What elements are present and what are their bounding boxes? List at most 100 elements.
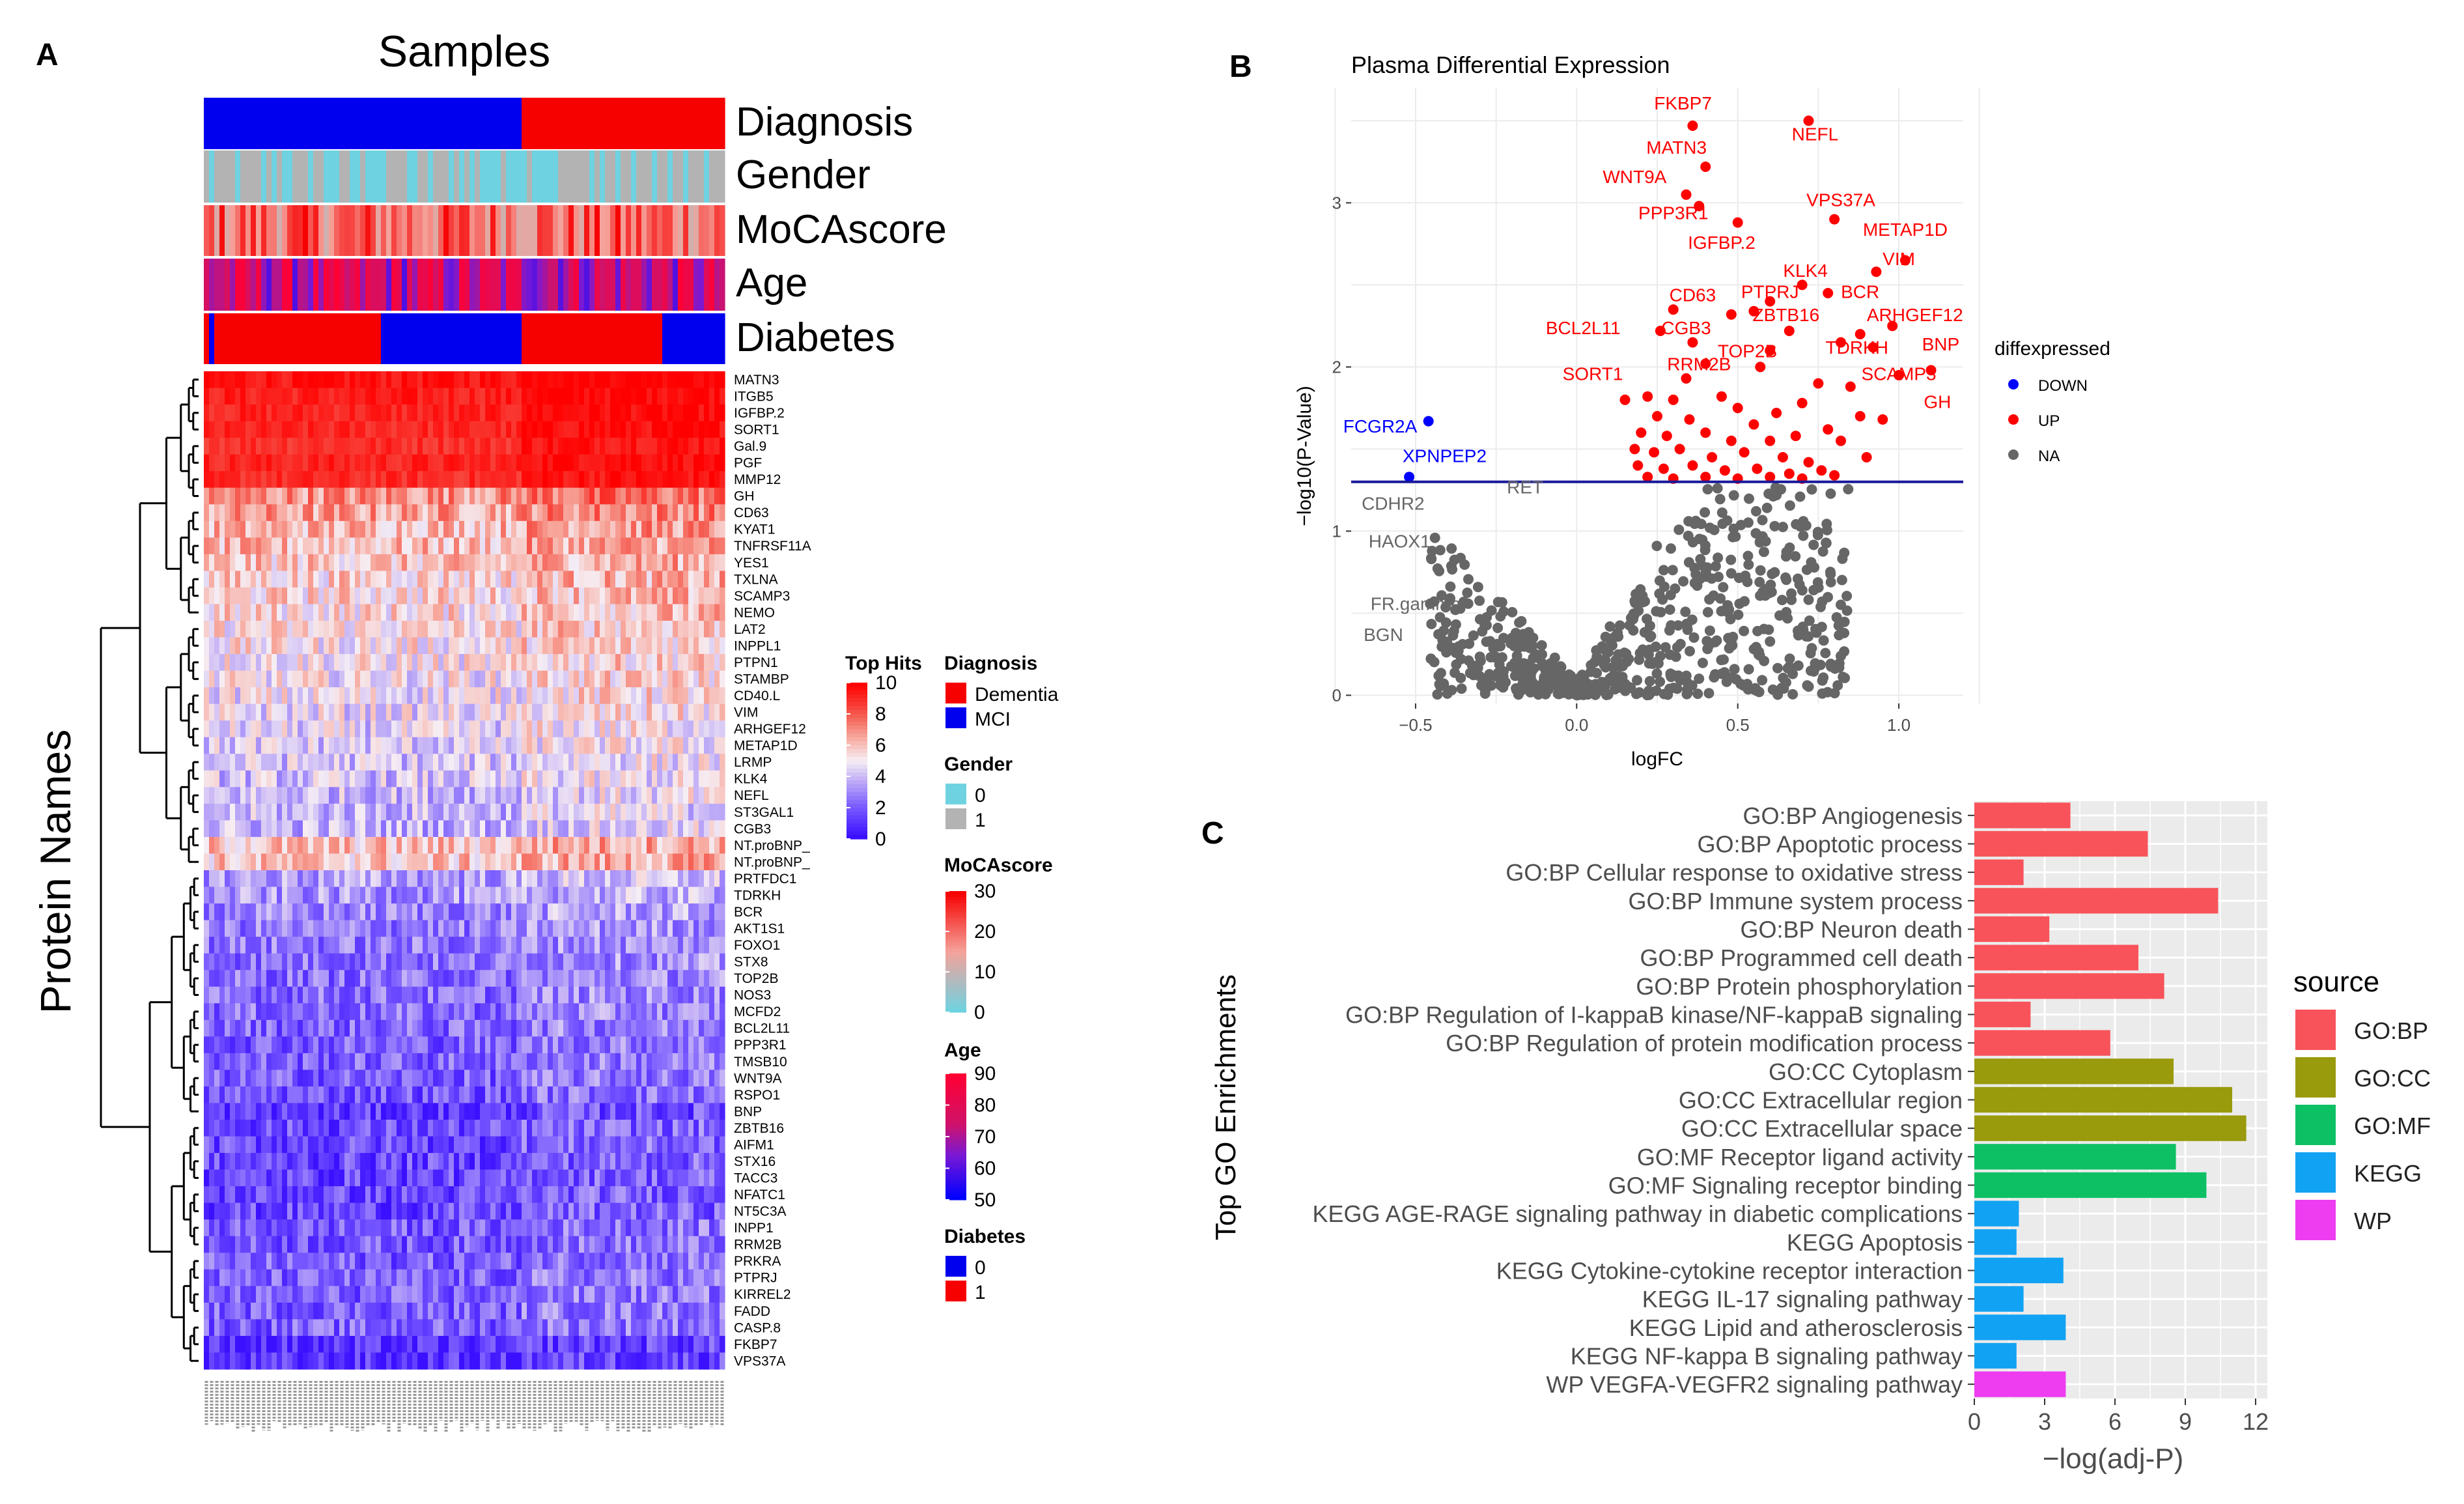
heatmap-cell [261,803,267,821]
heatmap-cell [673,737,679,754]
heatmap-cell [282,737,288,754]
heatmap-cell [397,720,402,738]
heatmap-cell [553,920,559,937]
heatmap-cell [714,454,720,472]
heatmap-cell [527,621,533,638]
heatmap-cell [574,587,580,605]
heatmap-cell [360,937,366,954]
heatmap-cell [511,970,517,987]
heatmap-cell [449,621,455,638]
heatmap-cell [704,754,710,771]
heatmap-cell [506,703,512,721]
heatmap-cell [558,970,564,987]
heatmap-cell [318,654,324,672]
heatmap-cell [266,754,272,771]
heatmap-cell [204,537,210,555]
heatmap-cell [615,504,621,522]
heatmap-cell [417,803,423,821]
heatmap-cell [605,487,611,505]
heatmap-cell [506,1036,512,1054]
heatmap-cell [204,554,210,571]
heatmap-cell [386,487,392,505]
heatmap-cell [704,487,710,505]
heatmap-cell [610,388,616,405]
heatmap-cell [537,404,543,422]
heatmap-cell [574,754,580,771]
heatmap-cell [344,720,350,738]
heatmap-cell [636,471,642,489]
heatmap-cell [214,621,220,638]
heatmap-cell [308,836,314,855]
heatmap-cell [329,571,335,588]
heatmap-cell [542,404,548,422]
annotation-cell [329,98,335,149]
heatmap-cell [683,986,689,1004]
heatmap-cell [240,836,246,855]
heatmap-cell [407,887,413,904]
heatmap-cell [621,903,626,921]
heatmap-cell [365,670,371,688]
heatmap-cell [318,970,324,987]
annotation-cell [631,313,637,364]
heatmap-cell [621,587,626,605]
heatmap-cell [423,703,428,721]
annotation-cell [272,205,277,256]
heatmap-cell [381,687,387,705]
heatmap-cell [657,1053,663,1070]
heatmap-cell [412,670,418,688]
heatmap-cell [230,654,236,672]
heatmap-cell [324,937,329,954]
annotation-cell [334,313,340,364]
heatmap-cell [350,986,356,1004]
heatmap-cell [277,836,283,855]
heatmap-cell [600,1053,606,1070]
heatmap-cell [454,371,460,389]
annotation-cell [365,259,371,311]
heatmap-cell [673,621,679,638]
heatmap-cell [548,471,553,489]
heatmap-cell [469,554,475,571]
heatmap-cell [600,754,606,771]
heatmap-cell [334,836,340,855]
heatmap-cell [714,487,720,505]
heatmap-cell [449,388,455,405]
heatmap-cell [261,953,267,971]
heatmap-cell [355,703,361,721]
heatmap-cell [615,670,621,688]
heatmap-cell [662,1070,668,1087]
heatmap-cell [693,487,699,505]
heatmap-cell [574,737,580,754]
heatmap-cell [589,1053,595,1070]
heatmap-cell [714,803,720,821]
annotation-cell [428,98,434,149]
heatmap-cell [272,404,277,422]
heatmap-cell [522,404,527,422]
heatmap-cell [303,1036,309,1054]
heatmap-cell [501,770,507,787]
heatmap-cell [714,371,720,389]
heatmap-cell [277,388,283,405]
heatmap-cell [615,1036,621,1054]
heatmap-cell [204,454,210,472]
heatmap-cell [615,487,621,505]
heatmap-cell [412,438,418,455]
heatmap-cell [298,637,303,655]
heatmap-cell [558,737,564,754]
heatmap-cell [397,654,402,672]
heatmap-cell [459,803,465,821]
heatmap-cell [501,1003,507,1021]
heatmap-cell [527,920,533,937]
heatmap-cell [261,703,267,721]
heatmap-cell [235,404,241,422]
heatmap-cell [360,703,366,721]
annotation-cell [214,150,220,203]
heatmap-cell [542,770,548,787]
heatmap-cell [522,737,527,754]
heatmap-cell [266,720,272,738]
heatmap-cell [568,1019,574,1037]
heatmap-cell [449,1053,455,1070]
heatmap-cell [443,670,449,688]
heatmap-cell [402,937,408,954]
heatmap-cell [485,1036,491,1054]
heatmap-cell [334,637,340,655]
